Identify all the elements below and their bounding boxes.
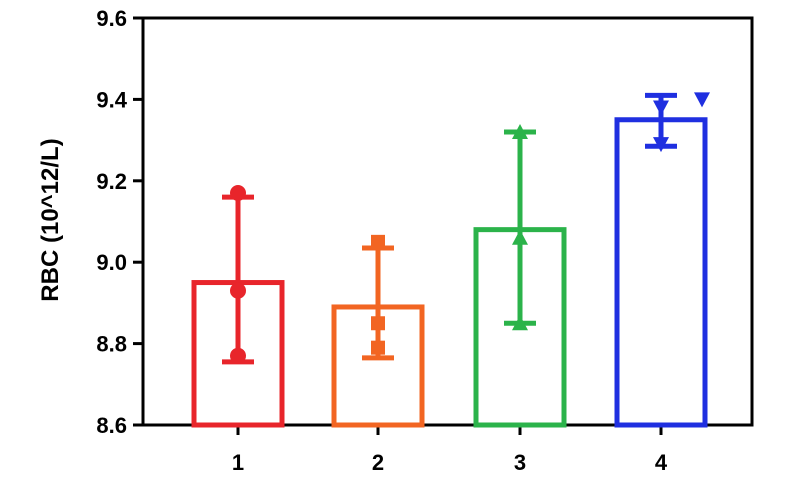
y-tick-label: 9.0 xyxy=(96,250,127,275)
y-tick-label: 9.2 xyxy=(96,169,127,194)
data-point xyxy=(653,137,669,153)
plot-frame xyxy=(141,16,754,427)
y-tick-label: 9.6 xyxy=(96,6,127,31)
data-point xyxy=(653,100,669,116)
data-point xyxy=(512,123,528,139)
y-tick-label: 9.4 xyxy=(96,87,127,112)
bar xyxy=(614,117,708,428)
data-point xyxy=(371,340,385,355)
data-point xyxy=(230,282,246,299)
y-tick-label: 8.6 xyxy=(96,413,127,438)
y-axis-title: RBC (10^12/L) xyxy=(37,138,64,301)
data-point xyxy=(371,316,385,331)
data-point xyxy=(694,92,710,108)
data-point xyxy=(512,229,528,245)
plot-area: 8.6 8.8 9.0 9.2 9.4 9.6 1 2 3 4 xyxy=(96,6,754,475)
data-point xyxy=(230,347,246,364)
x-tick-label: 2 xyxy=(372,450,384,475)
data-point xyxy=(230,185,246,202)
y-tick-label: 8.8 xyxy=(96,332,127,357)
data-point xyxy=(371,234,385,249)
data-point xyxy=(512,315,528,331)
x-tick-label: 1 xyxy=(232,450,244,475)
x-tick-label: 3 xyxy=(514,450,526,475)
x-tick-label: 4 xyxy=(655,450,668,475)
